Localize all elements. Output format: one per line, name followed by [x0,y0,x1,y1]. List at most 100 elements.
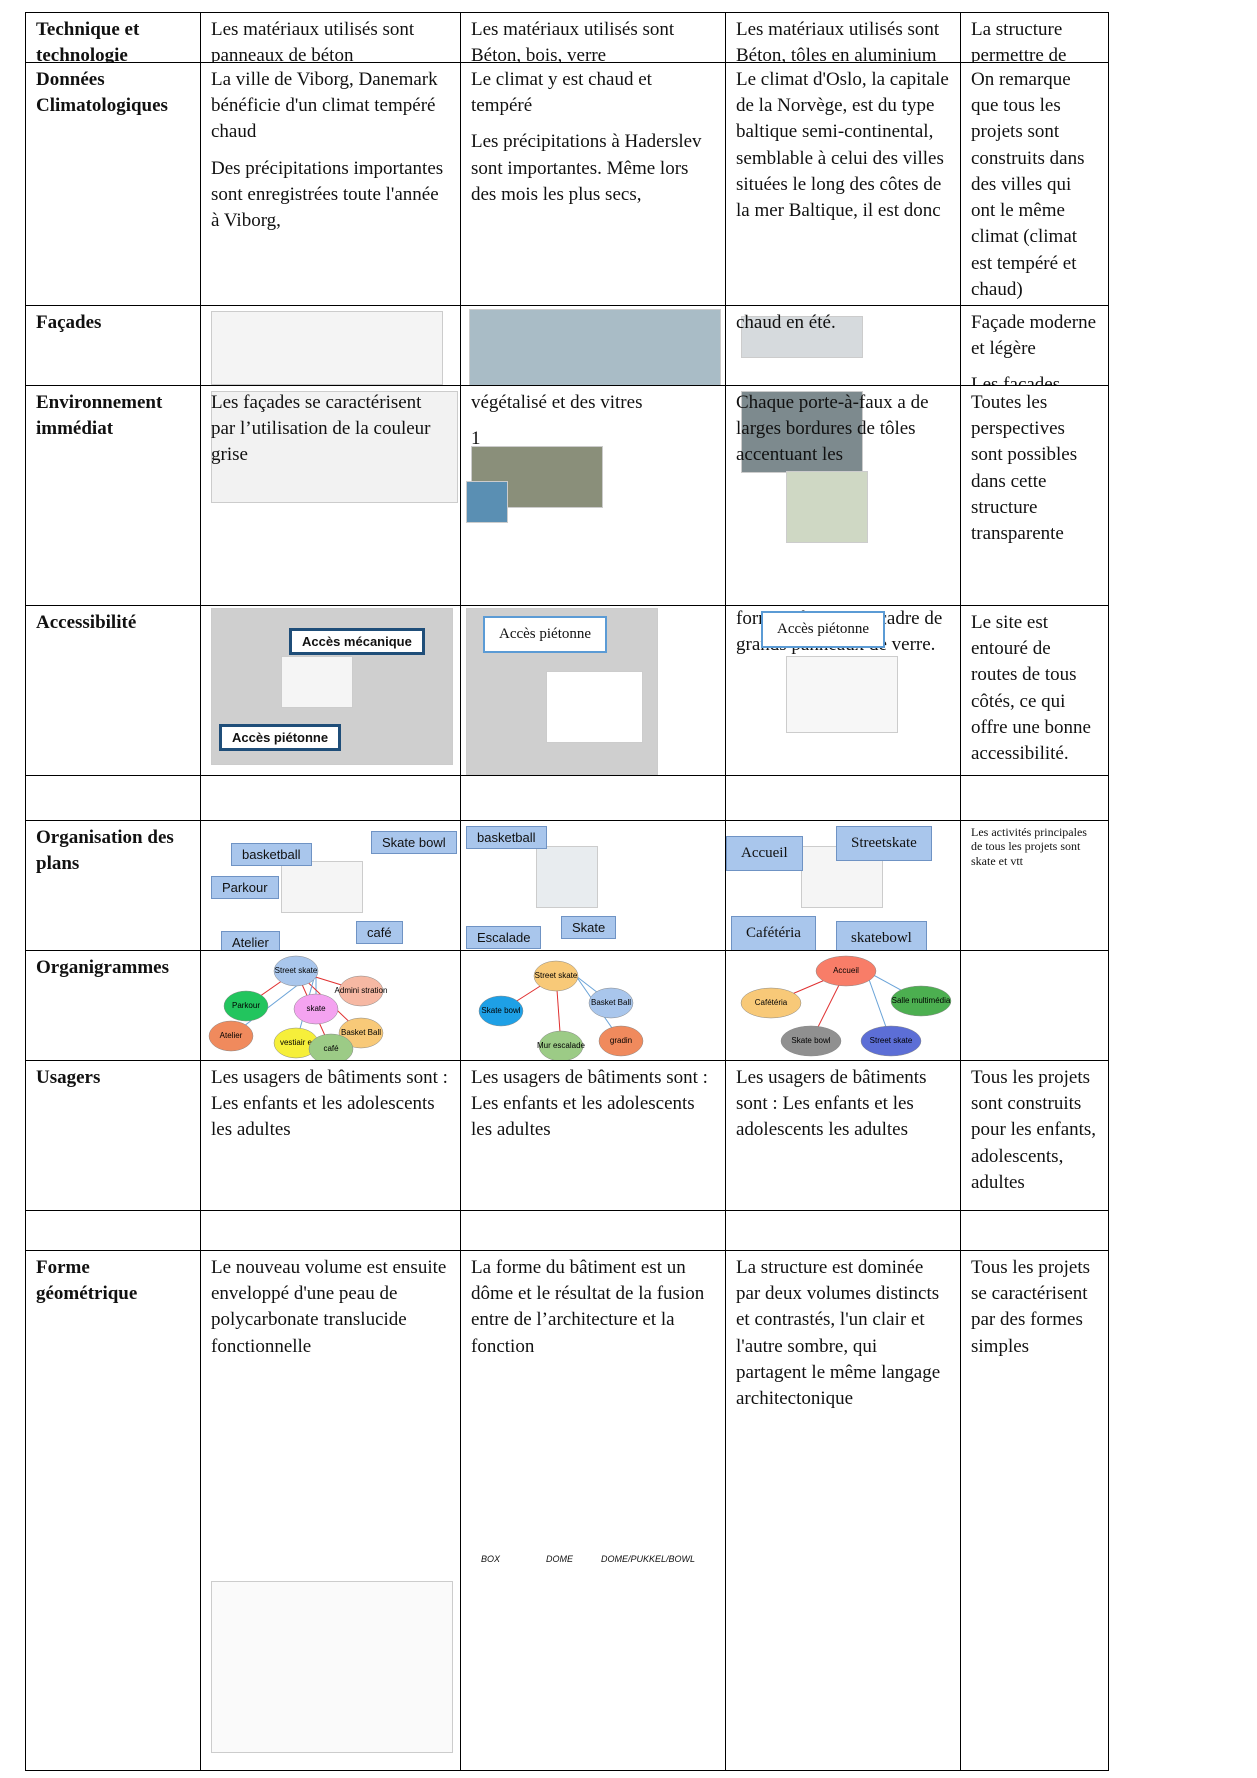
figure [786,656,898,733]
cell-text: Façade moderne et légère Les façades offr… [961,306,1108,385]
row-label: Accessibilité [25,605,201,776]
figure-label: BOX [481,1554,501,1564]
paragraph: La structure permettre de dégagé de gran… [971,19,1067,63]
paragraph: Chaque porte-à-faux a de larges bordures… [736,392,929,466]
cell: Toutes les perspectives sont possibles d… [960,385,1109,606]
cell-text: La forme du bâtiment est un dôme et le r… [461,1251,725,1374]
figure [546,671,643,743]
empty-cell [460,1210,726,1251]
cell-text: La structure permettre de dégagé de gran… [961,13,1108,63]
row-label: Technique et technologie [25,12,201,63]
node-label: Accueil [833,966,859,975]
node-label: Skate bowl [481,1006,520,1015]
paragraph: La ville de Viborg, Danemark bénéficie d… [211,69,438,143]
cell: Le climat d'Oslo, la capitale de la Norv… [725,62,961,306]
node-label: Skate bowl [791,1036,830,1045]
node [740,987,802,1019]
cell: Accueil Cafétéria Salle multimédia Skate bo… [725,950,961,1061]
node [338,975,384,1007]
figure-label: café [356,921,403,944]
row-label: Organigrammes [25,950,201,1061]
row-label: Données Climatologiques [25,62,201,306]
cell: Le climat y est chaud et tempéré Les préc… [460,62,726,306]
cell-text: Tous les projets sont construits pour le… [961,1061,1108,1210]
node-label: Street skate [870,1036,913,1045]
node [780,1025,842,1057]
figure-label: Skate [561,916,617,939]
node [588,987,634,1019]
cell: On remarque que tous les projets sont co… [960,62,1109,306]
cell-text: Les usagers de bâtiments sont : Les enfa… [461,1061,725,1158]
figure-label: Skate bowl [371,831,457,854]
cell-text: Les matériaux utilisés sont Béton, bois,… [461,13,725,62]
figure [211,391,458,503]
cell-text: chaud en été. [726,306,960,350]
paragraph: Les usagers de bâtiments sont : Les enfa… [471,1067,708,1141]
figure [281,861,363,913]
cell: La structure permettre de dégagé de gran… [960,12,1109,63]
cell: Tous les projets sont construits pour le… [960,1060,1109,1211]
cell-text: végétalisé et des vitres 1 [461,386,725,466]
cell: Street skate Skate bowl Basket Ball Mur esc… [460,950,726,1061]
cell: formes, fournit un cadre de grands panne… [725,605,961,776]
cell: Accès piétonne [460,605,726,776]
row-label: Environnement immédiat [25,385,201,606]
cell: Les usagers de bâtiments sont : Les enfa… [725,1060,961,1211]
node [890,985,952,1017]
node [598,1025,644,1057]
cell: végétalisé et des vitres 1 [460,385,726,606]
node [308,1033,354,1060]
node-label: skate [306,1004,326,1013]
cell-text: Les matériaux utilisés sont Béton, tôles… [726,13,960,63]
cell-text: La ville de Viborg, Danemark bénéficie d… [201,63,460,248]
figure [786,471,868,543]
cell: Accueil Streetskate Cafétéria skatebowl [725,820,961,951]
cell-text: Le site est entouré de routes de tous cô… [961,606,1108,775]
node-label: vestiair e [280,1038,313,1047]
paragraph: Le site est entouré de routes de tous cô… [971,612,1091,765]
figure [741,391,863,473]
cell-text: Les façades se caractérisent par l’utili… [201,386,460,483]
organigram: Street skate Skate bowl Basket Ball Mur esc… [478,960,644,1060]
node-label: café [323,1044,339,1053]
cell: Les activités principales de tous les pr… [960,820,1109,951]
figure [211,311,443,385]
cell: La ville de Viborg, Danemark bénéficie d… [200,62,461,306]
node-label: Parkour [232,1001,260,1010]
cell-text: Les matériaux utilisés sont panneaux de … [201,13,460,63]
empty-cell [25,1210,201,1251]
paragraph: Toutes les perspectives sont possibles d… [971,392,1078,545]
cell: Les façades se caractérisent par l’utili… [200,385,461,606]
figure-label: Atelier [221,931,280,950]
cell: Façade moderne et légère Les façades offr… [960,305,1109,386]
paragraph: Façade moderne et légère [971,312,1097,360]
figure-label: Streetskate [836,826,932,861]
cell [200,305,461,386]
figure-label: basketball [466,826,547,849]
node-label: Admini stration [335,986,388,995]
node-label: Cafétéria [755,998,788,1007]
node [338,1017,384,1049]
node [208,1020,254,1052]
row-label: Façades [25,305,201,386]
cell: Street skate Parkour skate Admini stration A… [200,950,461,1061]
node-label: Atelier [220,1031,243,1040]
cell: Les usagers de bâtiments sont : Les enfa… [460,1060,726,1211]
paragraph: Tous les projets se caractérisent par de… [971,1257,1090,1357]
cell: Le nouveau volume est ensuite enveloppé … [200,1250,461,1771]
paragraph: Les matériaux utilisés sont panneaux de … [211,19,415,63]
cell: Les usagers de bâtiments sont : Les enfa… [200,1060,461,1211]
paragraph: Les précipitations à Haderslev sont impo… [471,131,702,205]
node [815,955,877,987]
figure-label: DOME [546,1554,573,1564]
cell: Les matériaux utilisés sont Béton, bois,… [460,12,726,63]
figure-label: Accès piétonne [483,616,608,653]
row-label: Organisation des plans [25,820,201,951]
node-label: Mur escalade [537,1041,586,1050]
cell-text: Tous les projets se caractérisent par de… [961,1251,1108,1374]
paragraph: chaud en été. [736,312,836,333]
cell [960,950,1109,1061]
node-label: Salle multimédia [892,996,951,1005]
paragraph: Les matériaux utilisés sont Béton, tôles… [736,19,940,63]
